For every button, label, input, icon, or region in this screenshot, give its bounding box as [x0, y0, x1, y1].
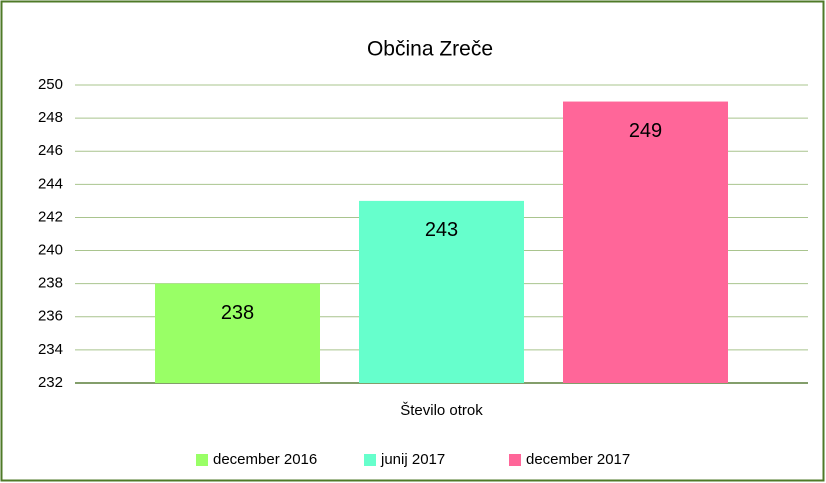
- y-tick-label: 240: [38, 242, 63, 259]
- y-tick-label: 244: [38, 175, 63, 192]
- legend-swatch: [364, 454, 376, 466]
- bar: [563, 101, 728, 384]
- y-tick-label: 234: [38, 341, 63, 358]
- y-tick-label: 236: [38, 308, 63, 325]
- y-tick-label: 248: [38, 109, 63, 126]
- data-label: 249: [629, 120, 662, 142]
- legend-label: junij 2017: [380, 451, 445, 468]
- data-label: 238: [221, 302, 254, 324]
- y-tick-label: 232: [38, 374, 63, 391]
- data-label: 243: [425, 219, 458, 241]
- legend-swatch: [509, 454, 521, 466]
- y-tick-label: 250: [38, 76, 63, 93]
- y-tick-label: 242: [38, 208, 63, 225]
- legend-swatch: [196, 454, 208, 466]
- x-tick-label: Število otrok: [400, 402, 483, 419]
- legend-label: december 2017: [526, 451, 630, 468]
- y-tick-label: 238: [38, 275, 63, 292]
- bar: [359, 200, 524, 383]
- chart-title: Občina Zreče: [367, 38, 493, 61]
- bar: [155, 283, 320, 383]
- y-tick-label: 246: [38, 142, 63, 159]
- legend-label: december 2016: [213, 451, 317, 468]
